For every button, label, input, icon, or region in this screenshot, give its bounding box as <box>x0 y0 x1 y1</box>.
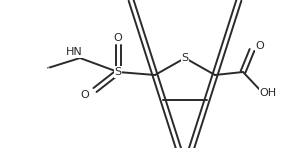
Text: O: O <box>256 41 264 51</box>
Text: OH: OH <box>259 88 276 98</box>
Text: O: O <box>81 90 89 100</box>
Text: S: S <box>182 53 189 63</box>
Text: O: O <box>114 33 122 43</box>
Text: HN: HN <box>66 47 82 57</box>
Text: S: S <box>115 67 122 77</box>
